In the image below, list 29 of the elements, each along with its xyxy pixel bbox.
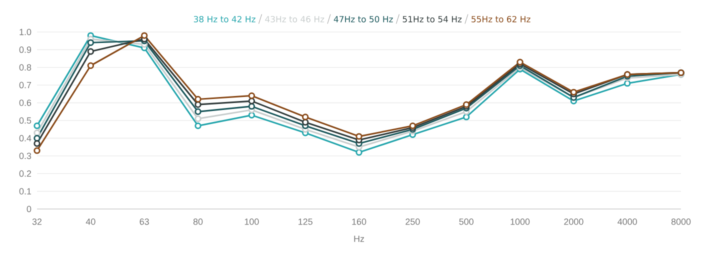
text: 55Hz to 62 Hz <box>472 16 530 22</box>
text: 38 Hz to 42 Hz <box>194 16 256 22</box>
x-tick-label: 80 <box>193 218 203 225</box>
y-tick-label: 0.2 <box>19 170 32 177</box>
y-tick-label: 0.8 <box>19 64 32 71</box>
x-tick-label: 125 <box>298 218 312 225</box>
x-tick-label: 8000 <box>671 218 691 225</box>
x-tick-label: 4000 <box>618 218 637 225</box>
x-tick-label: 1000 <box>510 218 530 225</box>
x-tick-label: 40 <box>86 218 96 225</box>
text: 47Hz to 50 Hz <box>334 16 393 22</box>
y-tick-label: 0.4 <box>19 135 32 142</box>
x-tick-label: 2000 <box>564 218 584 225</box>
y-tick-label: 0.5 <box>19 117 32 124</box>
x-tick-label: 100 <box>244 218 259 225</box>
y-tick-label: 0.1 <box>19 188 32 194</box>
text: 51Hz to 54 Hz <box>402 16 462 22</box>
y-tick-label: 0.6 <box>19 100 32 106</box>
y-tick-label: 0.7 <box>19 82 32 88</box>
y-tick-label: 0 <box>26 206 32 212</box>
x-tick-label: 500 <box>459 218 474 225</box>
x-tick-label: 32 <box>32 218 42 225</box>
y-tick-label: 1.0 <box>20 28 32 36</box>
y-tick-label: 0.3 <box>19 152 32 160</box>
x-tick-label: 160 <box>352 218 366 225</box>
x-tick-label: 250 <box>406 218 420 225</box>
x-axis-title: Hz <box>354 236 364 242</box>
x-tick-label: 63 <box>140 218 149 225</box>
y-tick-label: 0.9 <box>19 46 32 53</box>
